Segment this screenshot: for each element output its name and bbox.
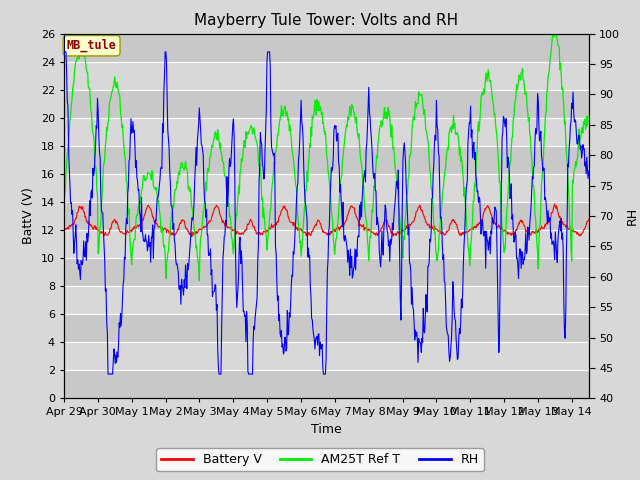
Bar xyxy=(64,371,589,398)
Bar xyxy=(64,34,589,61)
Bar xyxy=(64,286,589,314)
X-axis label: Time: Time xyxy=(311,423,342,436)
Y-axis label: BattV (V): BattV (V) xyxy=(22,188,35,244)
Bar xyxy=(64,146,589,174)
Bar xyxy=(64,90,589,118)
Y-axis label: RH: RH xyxy=(626,207,639,225)
Bar xyxy=(64,202,589,230)
Bar xyxy=(64,230,589,258)
Title: Mayberry Tule Tower: Volts and RH: Mayberry Tule Tower: Volts and RH xyxy=(195,13,458,28)
Legend: Battery V, AM25T Ref T, RH: Battery V, AM25T Ref T, RH xyxy=(156,448,484,471)
Text: MB_tule: MB_tule xyxy=(67,39,116,52)
Bar xyxy=(64,118,589,146)
Bar xyxy=(64,342,589,371)
Bar xyxy=(64,314,589,342)
Bar xyxy=(64,61,589,90)
Bar xyxy=(64,258,589,286)
Bar xyxy=(64,174,589,202)
